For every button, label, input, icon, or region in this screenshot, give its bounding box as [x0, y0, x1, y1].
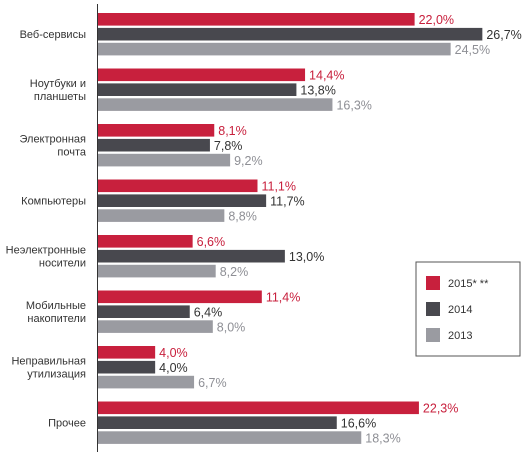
- category-label: Ноутбуки и планшеты: [30, 78, 86, 103]
- value-label: 11,4%: [266, 291, 301, 305]
- bar: [97, 401, 419, 415]
- bar: [97, 346, 156, 359]
- bar: [97, 305, 190, 318]
- value-label: 26,7%: [486, 28, 521, 42]
- value-label: 11,1%: [261, 180, 296, 194]
- value-label: 16,3%: [336, 98, 371, 112]
- category-label: Веб-сервисы: [20, 29, 87, 41]
- legend-label: 2014: [448, 304, 472, 316]
- bar: [97, 235, 193, 248]
- value-label: 4,0%: [159, 361, 188, 375]
- bar: [97, 375, 195, 389]
- category-label: Неправильная утилизация: [11, 356, 86, 381]
- bar: [97, 320, 213, 333]
- value-label: 13,0%: [289, 250, 324, 264]
- bar: [97, 264, 216, 278]
- value-label: 7,8%: [214, 139, 243, 153]
- value-label: 8,0%: [217, 320, 246, 334]
- value-label: 14,4%: [309, 69, 344, 83]
- bar: [97, 209, 225, 222]
- value-label: 4,0%: [159, 346, 188, 360]
- bar: [97, 249, 285, 263]
- legend-swatch: [426, 276, 440, 290]
- value-label: 24,5%: [455, 43, 490, 57]
- bar: [97, 98, 333, 111]
- category-label: Прочее: [48, 418, 86, 430]
- category-label: Мобильные накопители: [26, 300, 86, 325]
- value-labels-group: 22,0% 26,7%24,5% 14,4%13,8%16,3% 8,1%7,8%9,…: [159, 13, 522, 445]
- value-label: 6,7%: [198, 376, 227, 390]
- value-label: 8,8%: [228, 209, 256, 223]
- category-label: Электронная почта: [19, 134, 86, 159]
- value-label: 6,6%: [197, 235, 226, 249]
- bar: [97, 360, 156, 374]
- category-labels-group: Веб-сервисы Ноутбуки и планшеты Электронная…: [6, 29, 87, 430]
- value-label: 11,7%: [270, 195, 305, 209]
- bar: [97, 68, 306, 82]
- value-label: 16,6%: [341, 417, 376, 431]
- value-label: 13,8%: [300, 84, 335, 98]
- bar: [97, 431, 362, 444]
- bar: [97, 179, 258, 193]
- value-label: 22,0%: [419, 13, 454, 27]
- bar: [97, 194, 267, 207]
- bar: [97, 13, 415, 26]
- value-label: 9,2%: [234, 154, 263, 168]
- category-label: Компьютеры: [21, 196, 86, 208]
- legend-label: 2015* **: [448, 278, 489, 290]
- bar: [97, 290, 262, 304]
- bar: [97, 124, 215, 137]
- bar: [97, 153, 231, 167]
- legend: 2015* ** 2014 2013: [415, 261, 521, 357]
- bar: [97, 27, 483, 41]
- bar: [97, 416, 337, 429]
- value-label: 8,2%: [220, 265, 249, 279]
- bars-group: [97, 13, 483, 444]
- value-label: 6,4%: [194, 306, 223, 320]
- bar: [97, 83, 297, 96]
- legend-swatch: [426, 302, 440, 316]
- legend-label: 2013: [448, 330, 472, 342]
- value-label: 18,3%: [365, 431, 400, 445]
- bar: [97, 138, 210, 152]
- category-label: Неэлектронные носители: [6, 245, 86, 270]
- bar: [97, 42, 451, 56]
- value-label: 22,3%: [423, 402, 458, 416]
- legend-swatch: [426, 328, 440, 342]
- value-label: 8,1%: [218, 124, 247, 138]
